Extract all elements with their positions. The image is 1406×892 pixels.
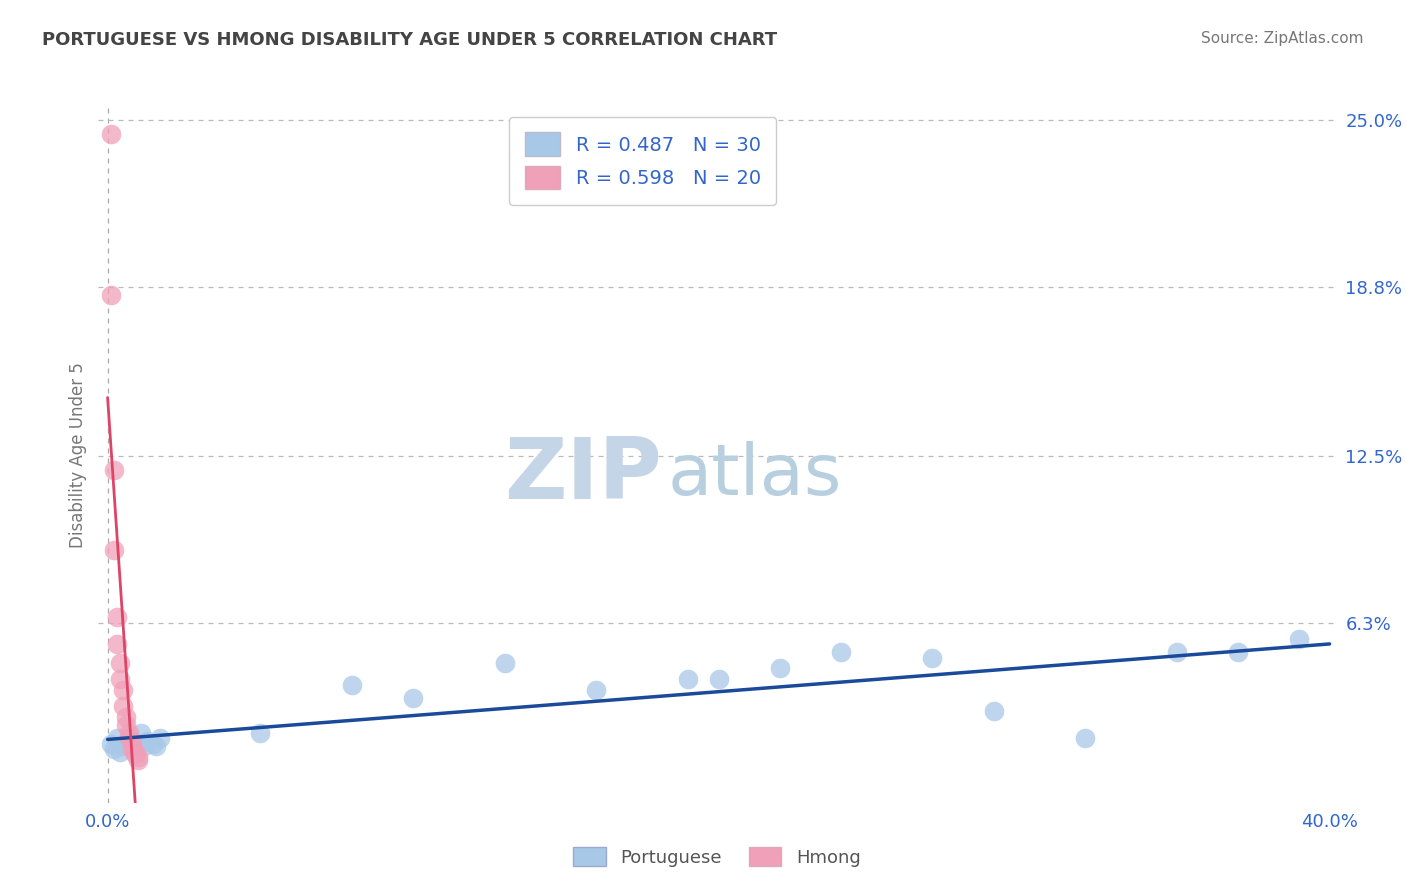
Point — [111, 699, 134, 714]
Point — [124, 742, 146, 756]
Point — [1288, 632, 1310, 646]
Point — [1074, 731, 1097, 746]
Point — [111, 683, 134, 698]
Point — [1226, 645, 1249, 659]
Point — [769, 661, 792, 675]
Point — [108, 745, 131, 759]
Point — [249, 726, 271, 740]
Text: PORTUGUESE VS HMONG DISABILITY AGE UNDER 5 CORRELATION CHART: PORTUGUESE VS HMONG DISABILITY AGE UNDER… — [42, 31, 778, 49]
Point — [115, 710, 138, 724]
Text: ZIP: ZIP — [503, 434, 661, 517]
Point — [494, 656, 516, 670]
Point — [118, 731, 141, 746]
Point — [129, 726, 152, 740]
Point — [124, 745, 146, 759]
Point — [121, 737, 143, 751]
Point — [127, 737, 149, 751]
Point — [105, 731, 128, 746]
Point — [108, 672, 131, 686]
Point — [103, 463, 125, 477]
Point — [103, 543, 125, 558]
Point — [124, 747, 146, 762]
Text: Source: ZipAtlas.com: Source: ZipAtlas.com — [1201, 31, 1364, 46]
Point — [118, 726, 141, 740]
Point — [142, 737, 165, 751]
Point — [100, 737, 122, 751]
Point — [100, 288, 122, 302]
Point — [118, 731, 141, 746]
Point — [585, 683, 607, 698]
Point — [145, 739, 167, 754]
Point — [103, 742, 125, 756]
Point — [707, 672, 730, 686]
Point — [100, 127, 122, 141]
Point — [127, 753, 149, 767]
Point — [676, 672, 699, 686]
Point — [121, 742, 143, 756]
Legend: Portuguese, Hmong: Portuguese, Hmong — [567, 840, 868, 874]
Point — [121, 734, 143, 748]
Point — [830, 645, 852, 659]
Point — [134, 739, 156, 754]
Point — [921, 650, 943, 665]
Point — [148, 731, 170, 746]
Point — [108, 656, 131, 670]
Point — [105, 637, 128, 651]
Point — [136, 734, 159, 748]
Point — [340, 677, 363, 691]
Point — [127, 750, 149, 764]
Text: atlas: atlas — [668, 442, 842, 510]
Y-axis label: Disability Age Under 5: Disability Age Under 5 — [69, 362, 87, 548]
Point — [402, 691, 425, 706]
Point — [105, 610, 128, 624]
Point — [115, 718, 138, 732]
Point — [111, 739, 134, 754]
Point — [1166, 645, 1188, 659]
Point — [983, 705, 1005, 719]
